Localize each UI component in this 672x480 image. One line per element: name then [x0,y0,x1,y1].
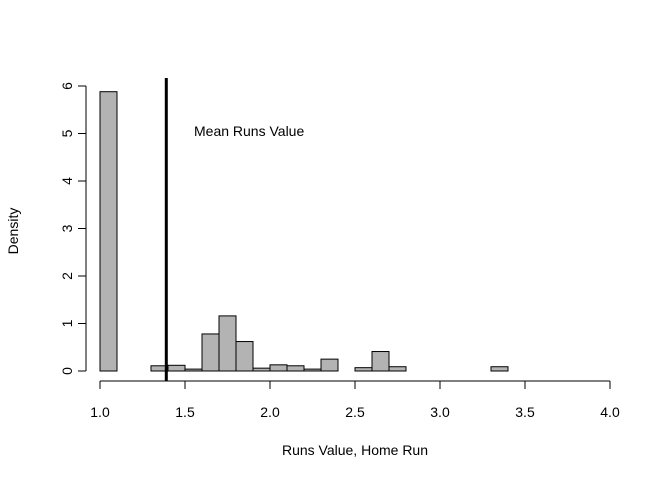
histogram-bar-17 [388,366,407,372]
y-tick-label: 4 [59,177,75,185]
histogram-bar-5 [184,368,203,372]
histogram-bar-9 [252,367,271,372]
histogram-bar-4 [167,364,186,372]
x-tick-label: 1.0 [90,404,110,420]
x-tick-label: 3.5 [515,404,535,420]
x-axis: 1.0 1.5 2.0 2.5 3.0 3.5 4.0 [90,380,620,420]
x-tick-label: 2.0 [260,404,280,420]
x-tick-label: 1.5 [175,404,195,420]
y-axis-title: Density [5,208,21,255]
histogram-bar-23 [490,366,509,372]
histogram-bar-13 [320,358,339,372]
x-tick-label: 3.0 [430,404,450,420]
x-axis-title: Runs Value, Home Run [282,442,428,458]
mean-line-label: Mean Runs Value [194,123,304,139]
y-tick-label: 3 [59,224,75,232]
histogram-bar-7 [218,315,237,372]
y-axis: 0 1 2 3 4 5 6 [59,82,87,375]
histogram-bar-0 [99,91,118,372]
y-tick-label: 6 [59,82,75,90]
histogram-bar-12 [303,368,322,372]
x-tick-label: 4.0 [600,404,620,420]
histogram-bar-16 [371,351,390,372]
histogram-bar-11 [286,365,305,372]
y-tick-label: 1 [59,319,75,327]
y-tick-label: 5 [59,129,75,137]
y-tick-label: 0 [59,367,75,375]
y-tick-label: 2 [59,272,75,280]
histogram-bar-6 [201,333,220,372]
histogram-bar-10 [269,364,288,372]
x-tick-label: 2.5 [345,404,365,420]
histogram-bar-8 [235,341,254,372]
histogram-bar-15 [354,367,373,372]
histogram-bars [99,91,509,372]
